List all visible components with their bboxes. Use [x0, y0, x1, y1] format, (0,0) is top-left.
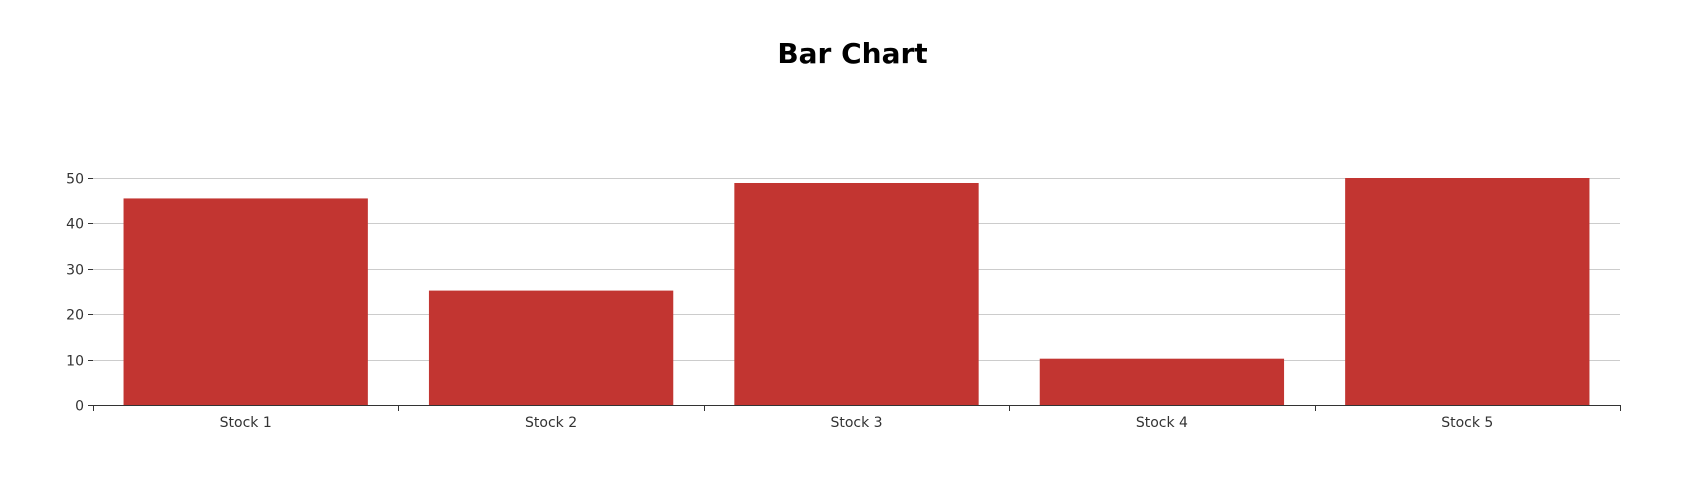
y-tick-label: 40 [66, 217, 84, 233]
x-tick-label: Stock 4 [1136, 415, 1188, 431]
y-tick-label: 50 [66, 172, 84, 188]
x-tick-label: Stock 3 [830, 415, 882, 431]
bar-5 [1345, 178, 1590, 405]
bars [123, 178, 1590, 405]
chart-title: Bar Chart [777, 37, 928, 70]
y-tick-label: 10 [66, 354, 84, 370]
bar-1 [123, 198, 368, 405]
x-tick-label: Stock 5 [1441, 415, 1493, 431]
bar-2 [428, 290, 674, 405]
bar-3 [734, 182, 979, 405]
bar-4 [1039, 358, 1285, 405]
y-tick-label: 30 [66, 263, 84, 279]
x-tick-label: Stock 1 [220, 415, 272, 431]
y-tick-label: 20 [66, 308, 84, 324]
x-tick-label: Stock 2 [525, 415, 577, 431]
y-tick-label: 0 [75, 399, 84, 415]
tick-labels: 0 10 20 30 40 50 Stock 1 Stock 2 Stock 3 Stock 4 S… [66, 172, 1493, 432]
axes [88, 178, 1621, 411]
